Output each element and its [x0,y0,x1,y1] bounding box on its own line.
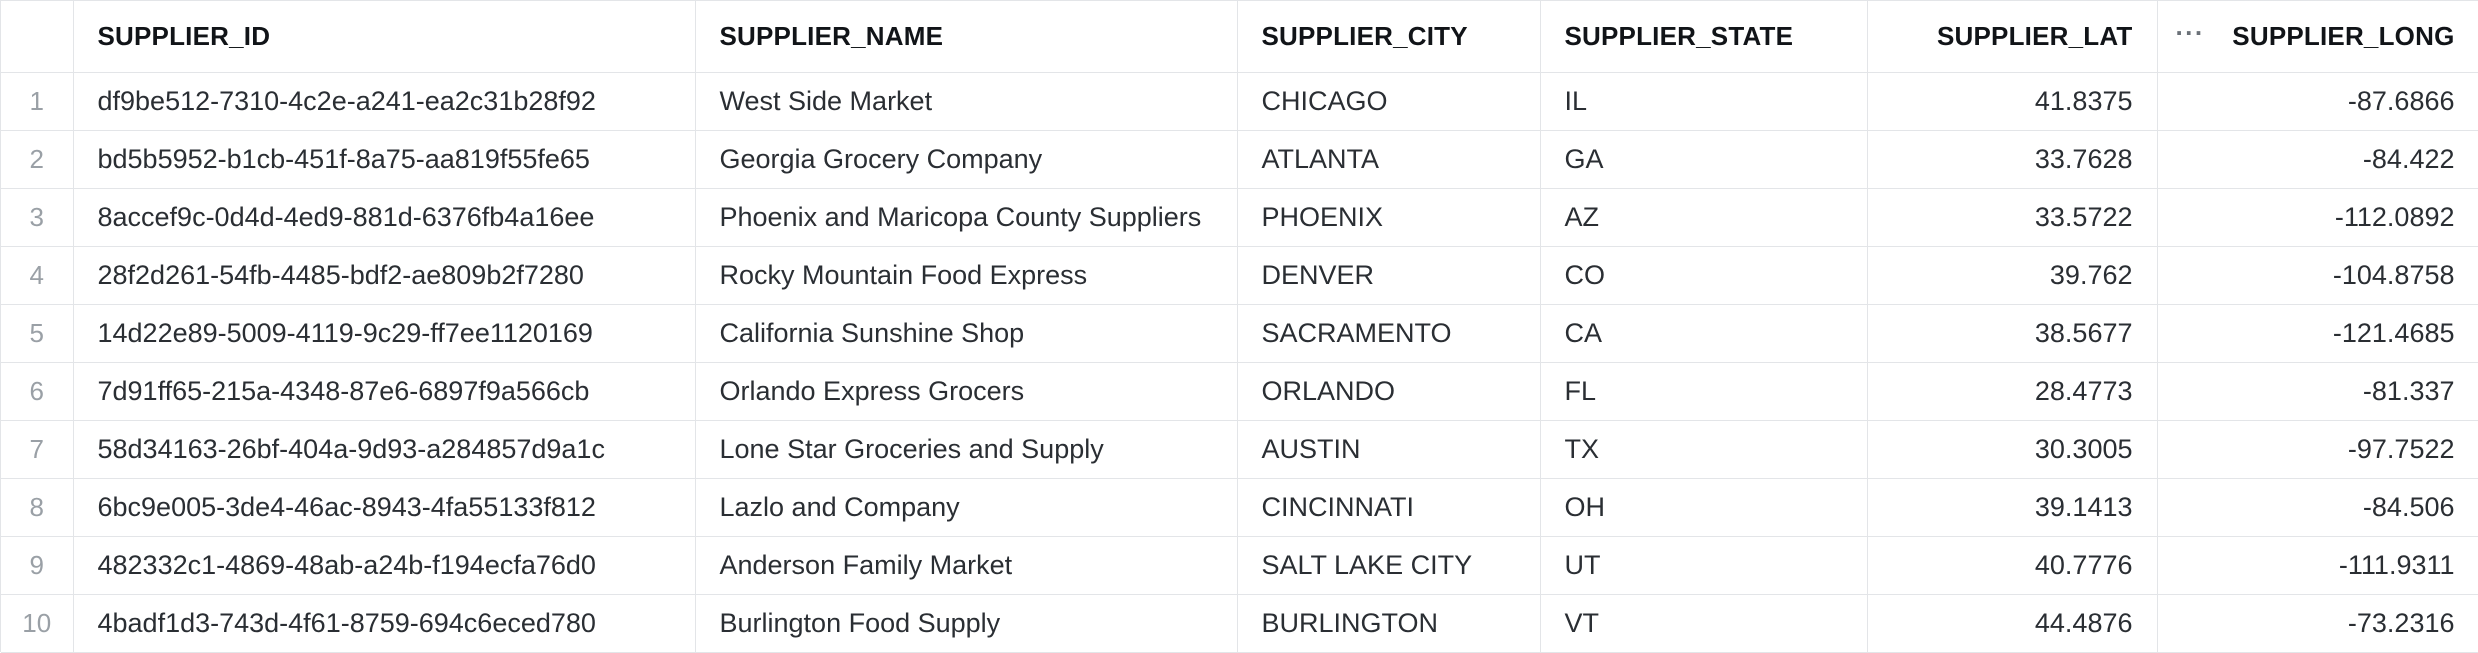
cell-supplier-city[interactable]: PHOENIX [1237,188,1541,247]
cell-supplier-city[interactable]: ORLANDO [1237,362,1541,421]
cell-supplier-name[interactable]: West Side Market [695,72,1238,131]
row-index-cell[interactable]: 8 [1,478,74,537]
row-index-cell[interactable]: 3 [1,188,74,247]
cell-supplier-id[interactable]: df9be512-7310-4c2e-a241-ea2c31b28f92 [73,72,696,131]
cell-supplier-long[interactable]: -97.7522 [2157,420,2478,479]
cell-supplier-lat[interactable]: 30.3005 [1867,420,2158,479]
table-row[interactable]: 9 482332c1-4869-48ab-a24b-f194ecfa76d0 And… [1,536,2478,595]
cell-supplier-name[interactable]: Lazlo and Company [695,478,1238,537]
cell-supplier-city[interactable]: DENVER [1237,246,1541,305]
table-row[interactable]: 6 7d91ff65-215a-4348-87e6-6897f9a566cb Orl… [1,362,2478,421]
cell-supplier-name[interactable]: Burlington Food Supply [695,594,1238,653]
cell-supplier-lat[interactable]: 28.4773 [1867,362,2158,421]
cell-supplier-state[interactable]: IL [1540,72,1868,131]
column-header-supplier-long-label: SUPPLIER_LONG [2232,20,2455,51]
cell-supplier-long[interactable]: -111.9311 [2157,536,2478,595]
cell-supplier-state[interactable]: CA [1540,304,1868,363]
cell-supplier-city[interactable]: CHICAGO [1237,72,1541,131]
cell-supplier-city[interactable]: SALT LAKE CITY [1237,536,1541,595]
cell-supplier-city[interactable]: ATLANTA [1237,130,1541,189]
cell-supplier-id[interactable]: 28f2d261-54fb-4485-bdf2-ae809b2f7280 [73,246,696,305]
table-row[interactable]: 1 df9be512-7310-4c2e-a241-ea2c31b28f92 Wes… [1,72,2478,131]
cell-supplier-state[interactable]: GA [1540,130,1868,189]
table-row[interactable]: 2 bd5b5952-b1cb-451f-8a75-aa819f55fe65 Geo… [1,130,2478,189]
cell-supplier-state[interactable]: TX [1540,420,1868,479]
cell-supplier-long[interactable]: -87.6866 [2157,72,2478,131]
cell-supplier-name[interactable]: Lone Star Groceries and Supply [695,420,1238,479]
table-row[interactable]: 7 58d34163-26bf-404a-9d93-a284857d9a1c Lon… [1,420,2478,479]
cell-supplier-lat[interactable]: 39.1413 [1867,478,2158,537]
cell-supplier-city[interactable]: SACRAMENTO [1237,304,1541,363]
cell-supplier-lat[interactable]: 41.8375 [1867,72,2158,131]
cell-supplier-city[interactable]: AUSTIN [1237,420,1541,479]
column-header-supplier-city[interactable]: SUPPLIER_CITY [1237,1,1541,73]
cell-supplier-long[interactable]: -84.422 [2157,130,2478,189]
table-row[interactable]: 8 6bc9e005-3de4-46ac-8943-4fa55133f812 Laz… [1,478,2478,537]
cell-supplier-name[interactable]: Orlando Express Grocers [695,362,1238,421]
cell-supplier-long[interactable]: -104.8758 [2157,246,2478,305]
cell-supplier-long[interactable]: -112.0892 [2157,188,2478,247]
cell-supplier-long[interactable]: -84.506 [2157,478,2478,537]
cell-supplier-lat[interactable]: 40.7776 [1867,536,2158,595]
cell-supplier-long[interactable]: -121.4685 [2157,304,2478,363]
cell-supplier-state[interactable]: VT [1540,594,1868,653]
row-index-cell[interactable]: 6 [1,362,74,421]
cell-supplier-state[interactable]: OH [1540,478,1868,537]
cell-supplier-name[interactable]: California Sunshine Shop [695,304,1238,363]
cell-supplier-city[interactable]: CINCINNATI [1237,478,1541,537]
row-index-cell[interactable]: 5 [1,304,74,363]
cell-supplier-id[interactable]: 8accef9c-0d4d-4ed9-881d-6376fb4a16ee [73,188,696,247]
more-horizontal-icon[interactable]: ··· [2175,17,2205,48]
cell-supplier-state[interactable]: CO [1540,246,1868,305]
cell-supplier-lat[interactable]: 33.5722 [1867,188,2158,247]
row-index-cell[interactable]: 7 [1,420,74,479]
cell-supplier-name[interactable]: Anderson Family Market [695,536,1238,595]
row-index-header [1,1,74,73]
row-index-cell[interactable]: 2 [1,130,74,189]
cell-supplier-long[interactable]: -81.337 [2157,362,2478,421]
column-header-supplier-name[interactable]: SUPPLIER_NAME [695,1,1238,73]
cell-supplier-id[interactable]: 482332c1-4869-48ab-a24b-f194ecfa76d0 [73,536,696,595]
table-row[interactable]: 3 8accef9c-0d4d-4ed9-881d-6376fb4a16ee Pho… [1,188,2478,247]
row-index-cell[interactable]: 10 [1,594,74,653]
cell-supplier-name[interactable]: Phoenix and Maricopa County Suppliers [695,188,1238,247]
cell-supplier-name[interactable]: Rocky Mountain Food Express [695,246,1238,305]
column-header-supplier-lat[interactable]: SUPPLIER_LAT [1867,1,2158,73]
row-index-cell[interactable]: 9 [1,536,74,595]
cell-supplier-long[interactable]: -73.2316 [2157,594,2478,653]
table-row[interactable]: 4 28f2d261-54fb-4485-bdf2-ae809b2f7280 Roc… [1,246,2478,305]
cell-supplier-lat[interactable]: 38.5677 [1867,304,2158,363]
cell-supplier-lat[interactable]: 39.762 [1867,246,2158,305]
cell-supplier-lat[interactable]: 33.7628 [1867,130,2158,189]
cell-supplier-id[interactable]: bd5b5952-b1cb-451f-8a75-aa819f55fe65 [73,130,696,189]
cell-supplier-id[interactable]: 58d34163-26bf-404a-9d93-a284857d9a1c [73,420,696,479]
cell-supplier-id[interactable]: 4badf1d3-743d-4f61-8759-694c6eced780 [73,594,696,653]
cell-supplier-name[interactable]: Georgia Grocery Company [695,130,1238,189]
header-row: SUPPLIER_ID SUPPLIER_NAME SUPPLIER_CITY … [1,1,2478,73]
cell-supplier-city[interactable]: BURLINGTON [1237,594,1541,653]
column-header-supplier-long[interactable]: ··· SUPPLIER_LONG [2157,1,2478,73]
table-body: 1 df9be512-7310-4c2e-a241-ea2c31b28f92 Wes… [1,72,2478,653]
cell-supplier-state[interactable]: AZ [1540,188,1868,247]
row-index-cell[interactable]: 4 [1,246,74,305]
column-header-supplier-id[interactable]: SUPPLIER_ID [73,1,696,73]
table-row[interactable]: 10 4badf1d3-743d-4f61-8759-694c6eced780 Bu… [1,594,2478,653]
cell-supplier-id[interactable]: 6bc9e005-3de4-46ac-8943-4fa55133f812 [73,478,696,537]
cell-supplier-lat[interactable]: 44.4876 [1867,594,2158,653]
row-index-cell[interactable]: 1 [1,72,74,131]
table-row[interactable]: 5 14d22e89-5009-4119-9c29-ff7ee1120169 Cal… [1,304,2478,363]
cell-supplier-id[interactable]: 14d22e89-5009-4119-9c29-ff7ee1120169 [73,304,696,363]
cell-supplier-id[interactable]: 7d91ff65-215a-4348-87e6-6897f9a566cb [73,362,696,421]
cell-supplier-state[interactable]: UT [1540,536,1868,595]
cell-supplier-state[interactable]: FL [1540,362,1868,421]
column-header-supplier-state[interactable]: SUPPLIER_STATE [1540,1,1868,73]
